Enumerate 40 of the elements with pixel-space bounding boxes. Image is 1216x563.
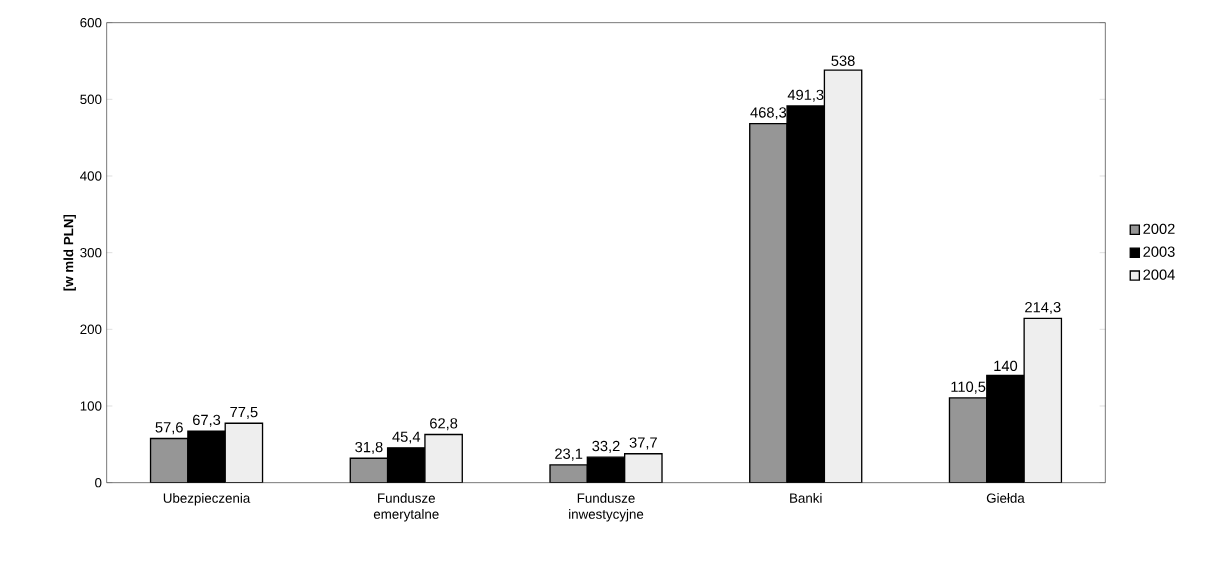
y-axis-title: [w mld PLN]	[63, 215, 76, 291]
data-label: 62,8	[430, 418, 458, 431]
data-label: 67,3	[193, 414, 221, 427]
data-label: 31,8	[355, 442, 383, 455]
data-label: 45,4	[392, 431, 421, 444]
legend-label: 2004	[1143, 269, 1175, 280]
y-tick-label: 600	[80, 18, 102, 28]
y-tick-label: 100	[80, 401, 102, 411]
data-label: 140	[994, 360, 1018, 372]
data-label: 110,5	[951, 381, 986, 394]
data-label: 538	[831, 55, 855, 67]
x-tick-label: Fundusze emerytalne	[373, 493, 439, 522]
bar	[149, 438, 189, 483]
data-label: 214,3	[1025, 302, 1061, 315]
y-tick-label: 500	[80, 94, 102, 105]
y-tick-label: 400	[80, 171, 102, 181]
bar	[1023, 317, 1063, 483]
x-tick-label: Giełda	[986, 493, 1025, 504]
data-label: 23,1	[555, 448, 583, 461]
x-tick-label: Banki	[790, 493, 822, 504]
data-label: 468,3	[750, 107, 787, 120]
legend-label: 2003	[1143, 246, 1175, 258]
y-tick-label: 200	[80, 324, 102, 335]
bar	[948, 397, 988, 483]
bar	[624, 453, 663, 483]
y-tick-label: 0	[95, 478, 102, 488]
data-label: 37,7	[629, 437, 657, 450]
data-label: 57,6	[155, 422, 183, 435]
x-tick-label: Fundusze inwestycyjne	[569, 493, 644, 522]
bar	[224, 422, 264, 483]
bar	[349, 457, 389, 483]
legend-label: 2002	[1143, 223, 1175, 235]
y-tick-label: 300	[80, 248, 102, 258]
bar	[424, 434, 463, 483]
data-label: 491,3	[787, 89, 824, 102]
x-tick-label: Ubezpieczenia	[163, 493, 251, 506]
bar	[749, 123, 788, 483]
data-label: 33,2	[592, 441, 620, 454]
bar	[823, 69, 863, 483]
data-label: 77,5	[230, 407, 258, 420]
